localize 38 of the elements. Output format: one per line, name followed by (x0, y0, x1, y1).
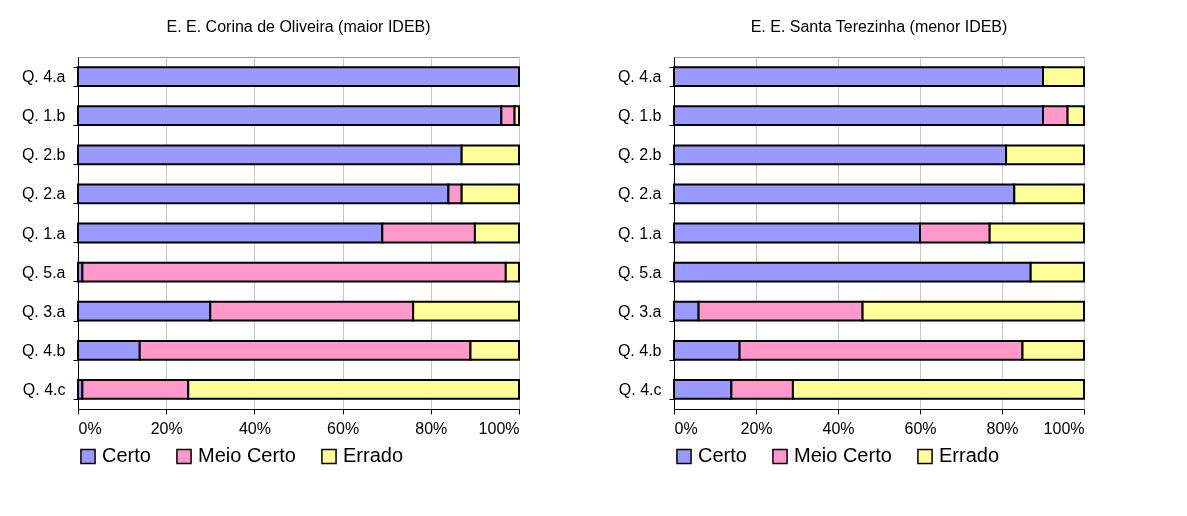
legend-label: Errado (343, 444, 404, 467)
legend-label: Meio Certo (794, 444, 892, 467)
legend-label: Errado (939, 444, 1000, 467)
legend-label: Certo (698, 444, 747, 467)
y-tick-label: Q. 2.b (617, 146, 662, 164)
y-tick-label: Q. 5.a (21, 263, 66, 281)
x-tick-label: 20% (740, 419, 773, 437)
x-tick-label: 80% (986, 419, 1019, 437)
chart-title: E. E. Santa Terezinha (menor IDEB) (750, 18, 1008, 35)
y-tick-label: Q. 1.b (21, 107, 66, 125)
y-tick-label: Q. 2.b (21, 146, 66, 164)
x-tick-label: 0% (674, 419, 698, 437)
y-tick-label: Q. 4.b (21, 341, 66, 359)
x-tick-label: 40% (238, 419, 271, 437)
legend-label: Certo (102, 444, 151, 467)
y-tick-label: Q. 4.b (617, 341, 662, 359)
y-tick-label: Q. 4.c (618, 380, 662, 398)
y-tick-label: Q. 4.a (21, 68, 66, 86)
y-tick-label: Q. 2.a (617, 185, 662, 203)
x-tick-label: 100% (478, 419, 520, 437)
legend-label: Meio Certo (198, 444, 296, 467)
y-tick-label: Q. 4.a (617, 68, 662, 86)
x-tick-label: 20% (150, 419, 183, 437)
chart-title: E. E. Corina de Oliveira (maior IDEB) (166, 18, 431, 35)
x-tick-label: 60% (904, 419, 937, 437)
x-tick-label: 60% (327, 419, 360, 437)
x-tick-label: 80% (415, 419, 448, 437)
y-tick-label: Q. 1.b (617, 107, 662, 125)
y-tick-label: Q. 2.a (21, 185, 66, 203)
x-tick-label: 0% (78, 419, 102, 437)
y-tick-label: Q. 1.a (617, 224, 662, 242)
y-tick-label: Q. 5.a (617, 263, 662, 281)
y-tick-label: Q. 3.a (617, 302, 662, 320)
y-tick-label: Q. 1.a (21, 224, 66, 242)
x-tick-label: 100% (1043, 419, 1085, 437)
y-tick-label: Q. 3.a (21, 302, 66, 320)
x-tick-label: 40% (822, 419, 855, 437)
y-tick-label: Q. 4.c (22, 380, 66, 398)
